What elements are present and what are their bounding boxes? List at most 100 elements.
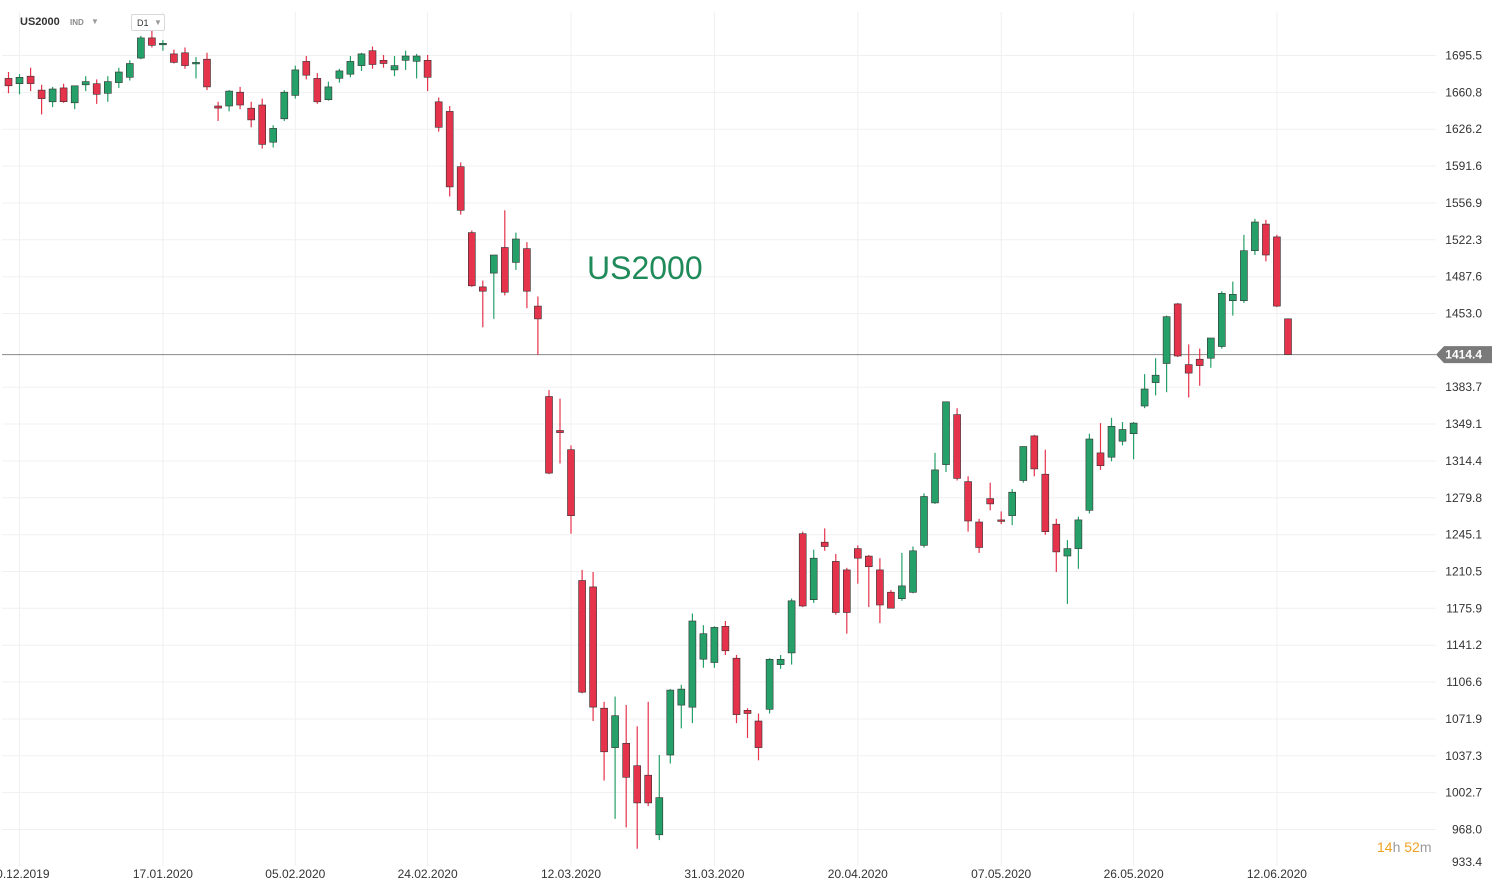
candle-body: [545, 396, 553, 474]
candle-body: [864, 555, 873, 567]
candle-body: [280, 91, 289, 120]
candle-body: [942, 401, 950, 465]
candle-body: [1218, 292, 1226, 347]
candle-body: [1041, 473, 1050, 533]
candle-body: [269, 128, 278, 143]
candle-body: [1030, 435, 1039, 470]
x-tick-label: 30.12.2019: [0, 867, 50, 881]
candle-body: [887, 591, 895, 609]
candle-body: [622, 742, 631, 778]
candle-body: [368, 50, 377, 65]
current-price-badge: [1436, 346, 1492, 364]
candle-body: [1140, 388, 1149, 407]
candle-body: [644, 774, 653, 804]
candle-body: [1195, 358, 1204, 366]
candle-body: [478, 286, 487, 292]
y-tick-label: 1556.9: [1445, 196, 1482, 210]
candle-body: [104, 81, 112, 94]
candle-body: [313, 78, 322, 103]
candle-body: [589, 586, 597, 708]
y-tick-label: 1453.0: [1445, 307, 1482, 321]
candle-body: [1129, 422, 1138, 435]
candle-body: [1207, 337, 1215, 359]
candle-body: [1251, 221, 1259, 252]
y-tick-label: 1279.8: [1445, 491, 1482, 505]
candle-body: [423, 59, 432, 78]
candle-body: [467, 232, 476, 287]
candle-body: [115, 71, 123, 83]
x-tick-label: 12.06.2020: [1247, 867, 1307, 881]
x-tick-label: 07.05.2020: [971, 867, 1031, 881]
candle-body: [964, 481, 972, 522]
candle-body: [776, 658, 785, 665]
candle-body: [898, 585, 906, 600]
x-tick-label: 24.02.2020: [398, 867, 458, 881]
candle-body: [578, 580, 586, 693]
candle-body: [611, 715, 619, 748]
y-tick-label: 1106.6: [1446, 675, 1482, 689]
y-tick-label: 1660.8: [1445, 85, 1482, 99]
y-tick-label: 1522.3: [1445, 233, 1482, 247]
candle-body: [26, 75, 35, 84]
candle-body: [787, 600, 796, 654]
candle-body: [986, 498, 995, 505]
symbol-selector[interactable]: US2000: [20, 16, 60, 28]
y-tick-label: 1245.1: [1445, 528, 1482, 542]
candle-body: [346, 61, 355, 75]
candle-body: [1273, 236, 1281, 307]
y-tick-label: 1175.9: [1446, 601, 1482, 615]
chevron-down-icon[interactable]: ▼: [91, 17, 99, 26]
x-tick-label: 20.04.2020: [828, 867, 888, 881]
y-tick-label: 1037.3: [1445, 749, 1482, 763]
x-tick-label: 05.02.2020: [265, 867, 325, 881]
y-tick-label: 1314.4: [1445, 454, 1482, 468]
candle-body: [302, 61, 311, 76]
candle-body: [512, 238, 520, 263]
candle-body: [214, 105, 222, 109]
candle-body: [1074, 519, 1083, 549]
candle-body: [412, 55, 421, 62]
candle-countdown: 14h 52m: [1377, 839, 1432, 855]
candle-body: [743, 709, 752, 714]
candle-body: [500, 247, 509, 293]
y-tick-label: 1695.5: [1445, 49, 1482, 63]
y-tick-label: 1626.2: [1445, 122, 1482, 136]
candle-body: [765, 658, 774, 710]
y-tick-label: 1071.9: [1445, 712, 1482, 726]
y-tick-label: 933.4: [1452, 855, 1482, 869]
candle-body: [842, 569, 851, 613]
candle-body: [1173, 303, 1182, 357]
candle-body: [324, 86, 333, 101]
candle-body: [445, 111, 454, 188]
candle-body: [335, 70, 344, 79]
candle-body: [567, 449, 575, 517]
candle-body: [48, 88, 57, 103]
candle-body: [721, 625, 730, 652]
candle-body: [677, 688, 686, 706]
candle-body: [126, 63, 134, 78]
candle-body: [1162, 316, 1171, 364]
candle-body: [820, 541, 829, 547]
candle-body: [1262, 223, 1270, 256]
y-tick-label: 1487.6: [1445, 270, 1482, 284]
candle-body: [699, 633, 708, 660]
candle-body: [1284, 318, 1292, 355]
candle-body: [81, 81, 90, 86]
candle-body: [1085, 438, 1094, 511]
candle-body: [798, 533, 807, 607]
countdown-minutes-unit: m: [1419, 839, 1432, 855]
candle-body: [15, 77, 24, 85]
timeframe-selector[interactable]: D1 ▼: [131, 14, 165, 31]
y-tick-label: 968.0: [1452, 823, 1482, 837]
candle-body: [1019, 446, 1028, 481]
candle-body: [37, 89, 46, 99]
candle-body: [390, 65, 399, 71]
candle-body: [181, 52, 189, 66]
candle-body: [1063, 548, 1072, 557]
candle-body: [600, 707, 608, 753]
candle-body: [1118, 429, 1127, 442]
x-tick-label: 17.01.2020: [133, 867, 193, 881]
countdown-minutes: 52: [1404, 839, 1420, 855]
candle-body: [225, 90, 233, 107]
